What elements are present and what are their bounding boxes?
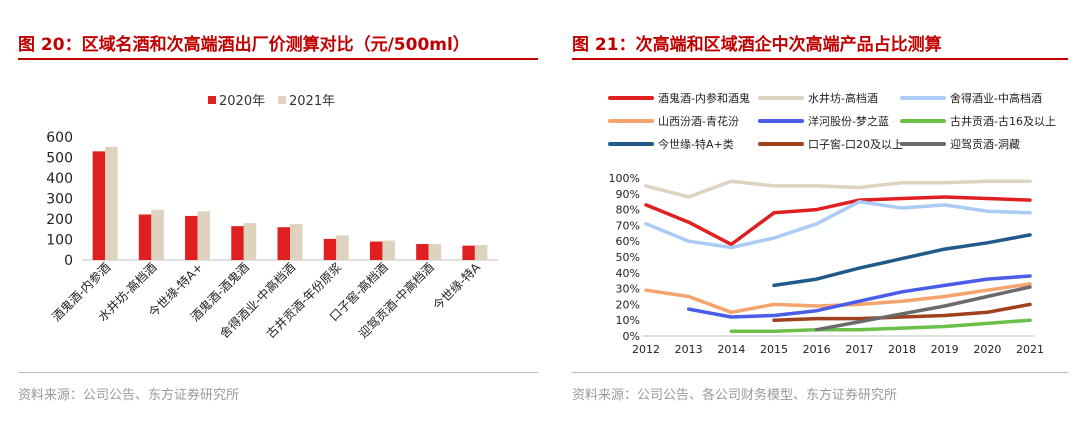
x-tick-label: 2019 bbox=[931, 343, 959, 356]
legend-label-9: 迎驾贡酒-洞藏 bbox=[950, 138, 1020, 151]
y-tick-label: 40% bbox=[616, 267, 640, 280]
right-figure-panel: 图 21：次高端和区域酒企中次高端产品占比测算 酒鬼酒-内参和酒鬼 水井坊-高档酒… bbox=[572, 0, 1068, 424]
x-tick-label: 2017 bbox=[845, 343, 873, 356]
legend-label-8: 口子窖-口20及以上 bbox=[808, 137, 903, 151]
y-tick-label: 200 bbox=[46, 212, 73, 228]
legend-swatch-1 bbox=[208, 96, 216, 104]
y-tick-label: 300 bbox=[46, 192, 73, 208]
series-line-1 bbox=[644, 195, 1032, 247]
bar-2020 bbox=[231, 226, 244, 260]
bar-2021 bbox=[474, 245, 488, 260]
series-line-8 bbox=[772, 302, 1032, 322]
bar-chart: 2020年 2021年0100200300400500600酒鬼酒-内参酒水井坊-… bbox=[46, 94, 498, 342]
legend-label-5: 洋河股份-梦之蓝 bbox=[808, 114, 889, 128]
x-tick-label: 2014 bbox=[717, 343, 745, 356]
legend-label-2: 水井坊-高档酒 bbox=[808, 91, 878, 105]
series-line-2 bbox=[644, 179, 1032, 199]
left-title-rule bbox=[18, 58, 538, 60]
x-category-label: 今世缘-特A bbox=[430, 259, 484, 313]
x-tick-label: 2015 bbox=[760, 343, 788, 356]
x-tick-label: 2020 bbox=[973, 343, 1001, 356]
y-tick-label: 80% bbox=[616, 204, 640, 217]
y-tick-label: 10% bbox=[616, 314, 640, 327]
bar-2020 bbox=[416, 244, 429, 260]
y-tick-label: 500 bbox=[46, 151, 73, 167]
right-source-note: 资料来源：公司公告、各公司财务模型、东方证券研究所 bbox=[572, 388, 898, 403]
right-title-rule bbox=[572, 58, 1068, 60]
y-tick-label: 50% bbox=[616, 251, 640, 264]
left-figure-title: 图 20：区域名酒和次高端酒出厂价测算对比（元/500ml） bbox=[18, 35, 470, 55]
bar-2020 bbox=[185, 215, 198, 260]
series-line-5 bbox=[686, 274, 1032, 319]
x-tick-label: 2016 bbox=[803, 343, 831, 356]
x-category-label: 迎驾贡酒-中高档酒 bbox=[355, 260, 437, 342]
bar-2021 bbox=[151, 209, 164, 260]
legend-label-1: 2020年 bbox=[219, 94, 265, 109]
bar-2020 bbox=[92, 151, 106, 260]
bar-2021 bbox=[290, 224, 303, 260]
y-tick-label: 600 bbox=[46, 130, 73, 146]
legend-label-1: 酒鬼酒-内参和酒鬼 bbox=[658, 91, 750, 105]
x-tick-label: 2012 bbox=[632, 343, 660, 356]
series-line-9 bbox=[814, 285, 1032, 332]
y-tick-label: 30% bbox=[616, 283, 640, 296]
right-figure-title: 图 21：次高端和区域酒企中次高端产品占比测算 bbox=[572, 35, 942, 55]
series-line-7 bbox=[772, 233, 1032, 288]
legend-label-6: 古井贡酒-古16及以上 bbox=[950, 114, 1056, 128]
legend-swatch-2 bbox=[278, 96, 286, 104]
x-tick-label: 2021 bbox=[1016, 343, 1044, 356]
y-tick-label: 0 bbox=[64, 253, 73, 269]
x-category-label: 舍得酒业-中高档酒 bbox=[217, 260, 299, 342]
x-tick-label: 2013 bbox=[675, 343, 703, 356]
y-tick-label: 90% bbox=[616, 188, 640, 201]
bar-2021 bbox=[105, 146, 118, 260]
legend-label-4: 山西汾酒-青花汾 bbox=[658, 115, 739, 128]
bar-2021 bbox=[336, 235, 349, 260]
left-figure-panel: 图 20：区域名酒和次高端酒出厂价测算对比（元/500ml） 2020年 2021… bbox=[18, 0, 538, 424]
bar-2021 bbox=[243, 223, 257, 260]
bar-2020 bbox=[462, 245, 475, 260]
y-tick-label: 60% bbox=[616, 235, 640, 248]
bar-2021 bbox=[382, 240, 395, 260]
bar-2021 bbox=[197, 211, 211, 260]
y-tick-label: 20% bbox=[616, 298, 640, 311]
right-source-rule bbox=[572, 372, 1068, 373]
legend-label-2: 2021年 bbox=[289, 94, 335, 109]
left-source-rule bbox=[18, 372, 538, 373]
y-tick-label: 100% bbox=[609, 172, 640, 185]
legend-label-3: 舍得酒业-中高档酒 bbox=[950, 91, 1042, 105]
bar-2020 bbox=[323, 238, 337, 260]
legend-label-7: 今世缘-特A+类 bbox=[658, 137, 734, 151]
y-tick-label: 70% bbox=[616, 219, 640, 232]
bar-2020 bbox=[369, 241, 383, 260]
bar-2020 bbox=[277, 227, 290, 260]
y-tick-label: 100 bbox=[46, 233, 73, 249]
bar-2021 bbox=[428, 244, 442, 260]
x-tick-label: 2018 bbox=[888, 343, 916, 356]
bar-2020 bbox=[138, 214, 152, 260]
y-tick-label: 0% bbox=[623, 330, 640, 343]
y-tick-label: 400 bbox=[46, 171, 73, 187]
series-line-6 bbox=[729, 318, 1032, 334]
left-source-note: 资料来源：公司公告、东方证券研究所 bbox=[18, 388, 240, 403]
x-category-label: 古井贡酒-年份原浆 bbox=[263, 260, 345, 342]
series-line-3 bbox=[644, 199, 1032, 250]
